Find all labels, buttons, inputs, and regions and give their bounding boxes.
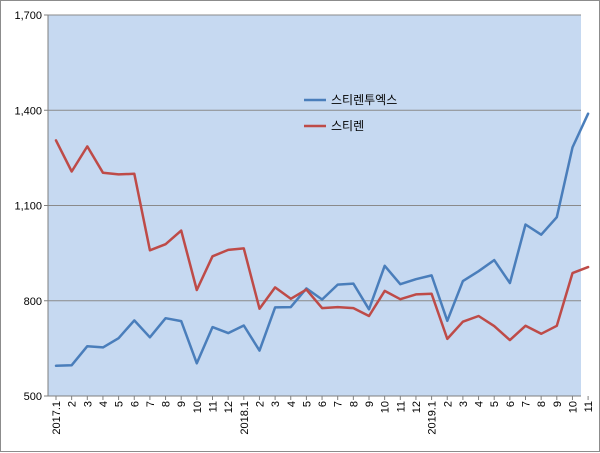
x-tick-label: 10 [192, 401, 204, 413]
x-tick-label: 12 [223, 401, 235, 413]
x-tick-label: 11 [208, 401, 220, 412]
x-tick-label: 8 [348, 401, 360, 407]
x-tick-label: 6 [317, 401, 329, 407]
x-tick-label: 11 [583, 401, 595, 412]
x-tick-label: 9 [552, 401, 564, 407]
x-tick-label: 10 [567, 401, 579, 413]
y-tick-label: 1,400 [14, 105, 42, 117]
x-tick-label: 6 [505, 401, 517, 407]
x-tick-label: 6 [129, 401, 141, 407]
y-tick-label: 500 [24, 391, 42, 403]
y-tick-label: 1,700 [14, 10, 42, 22]
x-axis-ticks: 2017.1 2 3 4 5 6 7 8 9 10 11 12 2018.1 2 3 4 5 6 7 8 9 10 11 12… [51, 396, 595, 435]
x-tick-label: 5 [489, 401, 501, 407]
x-tick-label: 2017.1 [51, 401, 63, 435]
x-tick-label: 4 [98, 401, 110, 407]
x-tick-label: 8 [536, 401, 548, 407]
x-tick-label: 2 [442, 401, 454, 407]
x-tick-label: 4 [286, 401, 298, 407]
x-tick-label: 7 [333, 401, 345, 407]
x-tick-label: 12 [411, 401, 423, 413]
series-line-0 [54, 112, 590, 368]
x-tick-label: 4 [474, 401, 486, 407]
x-tick-label: 2 [67, 401, 79, 407]
y-tick-label: 800 [24, 296, 42, 308]
y-tick-label: 1,100 [14, 201, 42, 213]
x-tick-label: 11 [395, 401, 407, 412]
series-line-1 [54, 139, 590, 342]
y-axis-ticks: 500 800 1,100 1,400 1,700 [14, 10, 48, 403]
x-tick-label: 8 [161, 401, 173, 407]
x-tick-label: 7 [521, 401, 533, 407]
x-tick-label: 5 [301, 401, 313, 407]
x-tick-label: 9 [176, 401, 188, 407]
x-tick-label: 5 [114, 401, 126, 407]
x-tick-label: 2 [254, 401, 266, 407]
x-tick-label: 3 [458, 401, 470, 407]
x-tick-label: 2018.1 [239, 401, 251, 435]
series-lines [54, 112, 590, 368]
legend-label-series-0: 스티렌투엑스 [331, 93, 397, 107]
x-tick-label: 9 [364, 401, 376, 407]
x-tick-label: 3 [82, 401, 94, 407]
x-tick-label: 2019.1 [427, 401, 439, 435]
x-tick-label: 3 [270, 401, 282, 407]
x-tick-label: 7 [145, 401, 157, 407]
gridlines [48, 14, 581, 302]
legend-label-series-1: 스티렌 [331, 119, 364, 133]
legend: 스티렌투엑스 스티렌 [304, 93, 397, 133]
x-tick-label: 10 [380, 401, 392, 413]
